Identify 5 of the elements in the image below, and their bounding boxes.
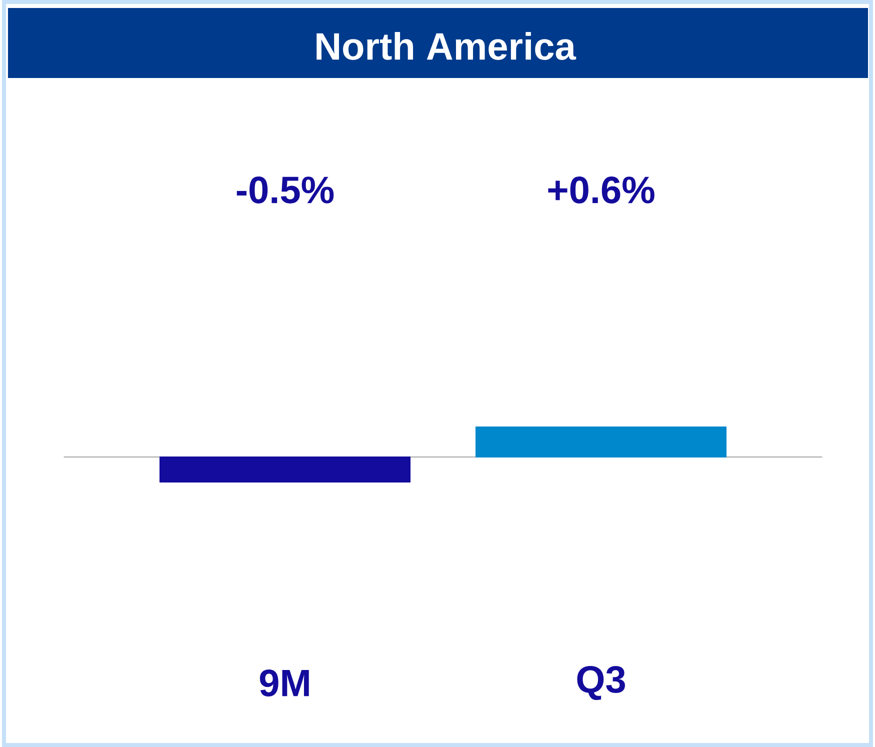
x-tick-label: 9M — [260, 670, 309, 696]
chart-title: North America — [316, 32, 576, 60]
data-label: +0.6% — [548, 176, 654, 204]
data-label: -0.5% — [236, 176, 334, 204]
x-tick-label: Q3 — [577, 666, 625, 700]
